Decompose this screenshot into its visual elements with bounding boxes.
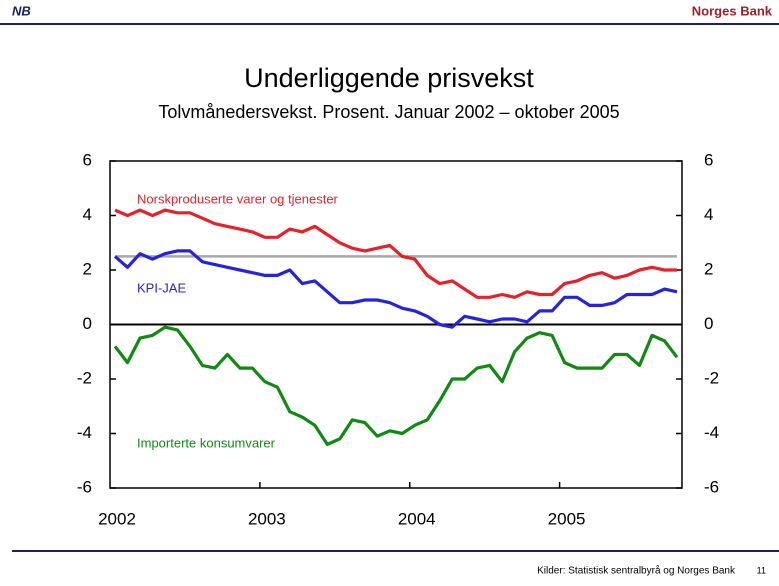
- y2-tick-label: 2: [704, 259, 713, 278]
- series-label: KPI-JAE: [137, 280, 186, 295]
- source: Kilder: Statistisk sentralbyrå og Norges…: [537, 565, 736, 577]
- y-tick-label: 0: [83, 314, 92, 333]
- x-tick-label: 2005: [548, 509, 586, 528]
- y-tick-label: -2: [77, 368, 92, 387]
- y-tick-label: 2: [83, 259, 92, 278]
- chart-subtitle: Tolvmånedersvekst. Prosent. Januar 2002 …: [158, 102, 619, 122]
- y2-tick-label: 4: [704, 205, 713, 224]
- chart-title: Underliggende prisvekst: [244, 63, 534, 93]
- y2-tick-label: -6: [704, 477, 719, 496]
- y2-tick-label: 0: [704, 314, 713, 333]
- page-number: 11: [757, 565, 766, 575]
- y2-tick-label: 6: [704, 150, 713, 169]
- y-tick-label: -6: [77, 477, 92, 496]
- y2-tick-label: -4: [704, 423, 719, 442]
- x-tick-label: 2002: [98, 509, 136, 528]
- logo: NB: [12, 3, 31, 18]
- series-line: [114, 208, 677, 299]
- series-label: Norskproduserte varer og tjenester: [137, 191, 339, 206]
- series-line: [113, 249, 678, 329]
- x-tick-label: 2003: [248, 509, 286, 528]
- y-tick-label: 6: [83, 150, 92, 169]
- y-tick-label: -4: [77, 423, 92, 442]
- series-label: Importerte konsumvarer: [137, 435, 276, 450]
- y2-tick-label: -2: [704, 368, 719, 387]
- brand: Norges Bank: [692, 3, 773, 18]
- y-tick-label: 4: [83, 205, 92, 224]
- x-tick-label: 2004: [398, 509, 436, 528]
- series-line: [113, 325, 679, 446]
